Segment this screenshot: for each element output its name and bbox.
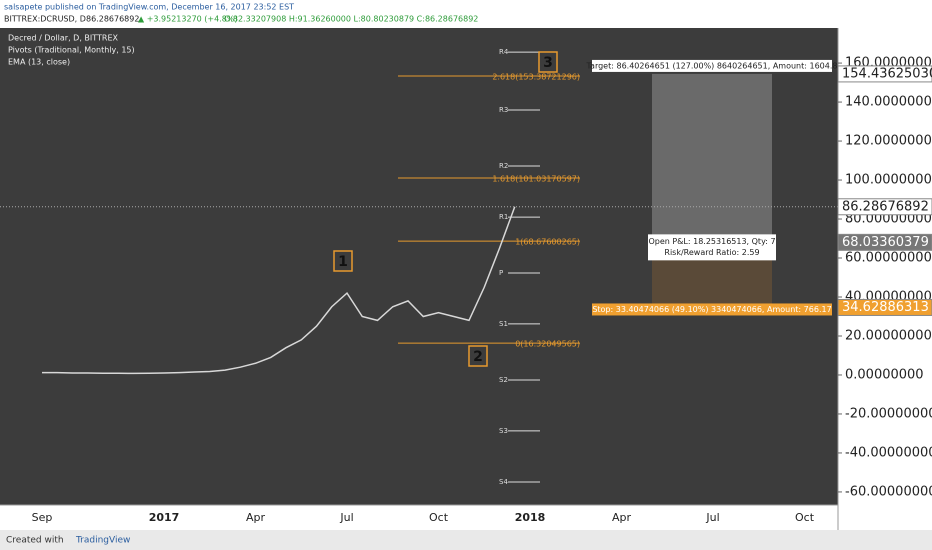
legend-item: Pivots (Traditional, Monthly, 15)	[8, 46, 135, 55]
pivot-label: S4	[499, 478, 508, 486]
price-label-bg	[837, 298, 932, 316]
fib-label: 0(16.32049565)	[515, 340, 580, 349]
legend-item: EMA (13, close)	[8, 58, 70, 67]
x-tick-label: 2017	[149, 511, 180, 524]
pivot-label: R3	[499, 106, 508, 114]
price-label: 154.43625030	[842, 66, 932, 81]
annotation-box	[468, 345, 488, 367]
x-tick-label: Oct	[429, 511, 449, 524]
footer-bar	[0, 530, 932, 550]
y-tick-label: 80.00000000	[845, 212, 932, 227]
symbol: BITTREX:DCRUSD, D	[4, 15, 86, 24]
x-tick-label: Sep	[32, 511, 53, 524]
target-zone	[652, 73, 772, 243]
ratio-text: Risk/Reward Ratio: 2.59	[664, 248, 759, 257]
annotation: 1	[338, 254, 348, 270]
price-label: 86.28676892	[842, 199, 929, 214]
pivot-label: S1	[499, 320, 508, 328]
price-line	[42, 206, 516, 375]
stop-text-bg	[592, 303, 832, 316]
y-tick-label: -40.00000000	[845, 445, 932, 460]
pivot-label: S3	[499, 427, 508, 435]
pivot-label: R4	[499, 48, 509, 56]
fib-label: 1(68.67600265)	[515, 238, 580, 247]
price-label-bg	[837, 198, 932, 216]
pivot-label: R2	[499, 162, 508, 170]
target-text: Target: 86.40264651 (127.00%) 8640264651…	[585, 61, 837, 70]
y-tick-label: 20.00000000	[845, 328, 932, 343]
pivot-label: S2	[499, 376, 508, 384]
pnl-bg	[648, 234, 776, 261]
footer-brand: TradingView	[75, 536, 130, 546]
x-tick-label: Jul	[705, 511, 719, 524]
annotation-box	[333, 250, 353, 272]
y-tick-label: 100.00000000	[845, 173, 932, 188]
y-tick-label: 60.00000000	[845, 251, 932, 266]
pivot-label: P	[499, 269, 503, 277]
x-tick-label: Oct	[795, 511, 815, 524]
y-tick-label: -60.00000000	[845, 484, 932, 499]
y-tick-label: 140.00000000	[845, 95, 932, 110]
stop-text: Stop: 33.40474066 (49.10%) 3340474066, A…	[592, 305, 831, 314]
x-tick-label: Apr	[246, 511, 266, 524]
change: ▲ +3.95213270 (+4.8%)	[138, 15, 238, 24]
annotation-box	[538, 51, 558, 73]
x-tick-label: Apr	[612, 511, 632, 524]
annotation: 3	[543, 55, 553, 71]
fib-label: 1.618(101.03170597)	[492, 175, 580, 184]
annotation: 2	[473, 349, 483, 365]
ohlc: O:82.33207908 H:91.36260000 L:80.8023087…	[224, 15, 478, 24]
price-label-bg	[837, 65, 932, 83]
target-text-bg	[592, 59, 832, 72]
x-tick-label: Jul	[339, 511, 353, 524]
pivot-label: R1	[499, 213, 508, 221]
price-label-bg	[837, 233, 932, 251]
legend-item: Decred / Dollar, D, BITTREX	[8, 34, 118, 43]
y-tick-label: -20.00000000	[845, 406, 932, 421]
x-tick-label: 2018	[515, 511, 546, 524]
last-price: 86.28676892	[86, 15, 139, 24]
y-tick-label: 120.00000000	[845, 134, 932, 149]
footer-text: Created with	[6, 536, 64, 546]
price-label: 68.03360379	[842, 235, 929, 250]
pnl-text: Open P&L: 18.25316513, Qty: 7	[648, 237, 775, 246]
publisher: salsapete published on TradingView.com, …	[4, 3, 294, 12]
price-label: 34.62886313	[842, 300, 929, 315]
y-tick-label: 0.00000000	[845, 367, 924, 382]
fib-label: 2.618(153.38721296)	[492, 72, 580, 81]
